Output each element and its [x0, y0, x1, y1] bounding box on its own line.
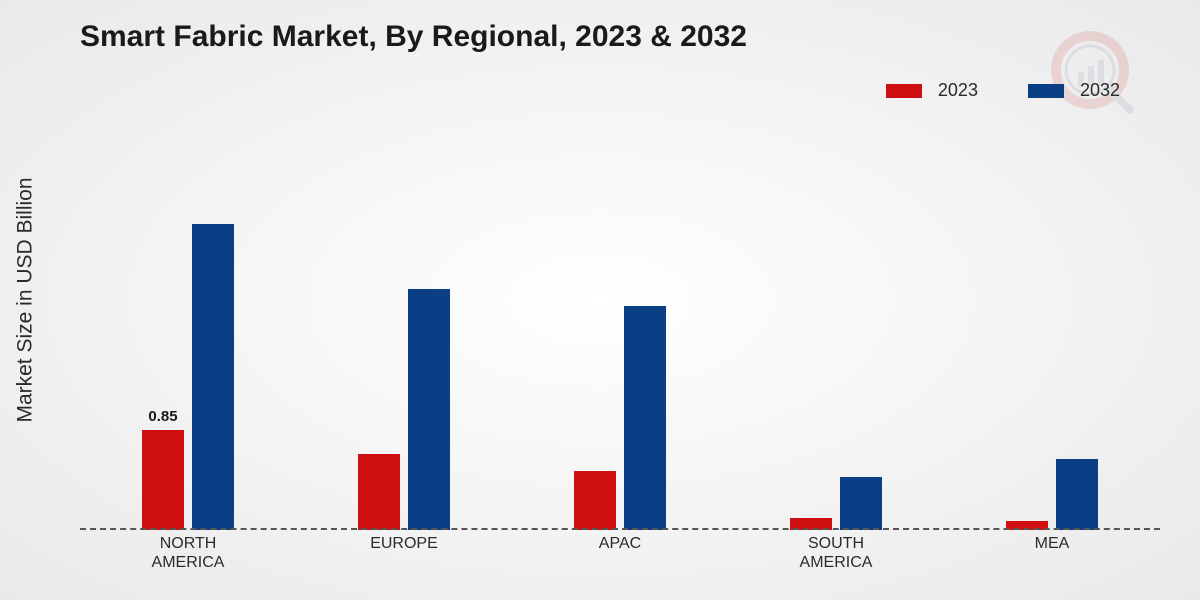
bar-2023 — [358, 454, 400, 530]
bar-groups: 0.85 — [80, 130, 1160, 530]
category-label: EUROPE — [334, 534, 474, 580]
legend: 2023 2032 — [886, 80, 1120, 101]
bar-group — [574, 306, 666, 530]
legend-label-2023: 2023 — [938, 80, 978, 101]
bar-2032 — [840, 477, 882, 530]
bar-2023: 0.85 — [142, 430, 184, 530]
x-axis-baseline — [80, 528, 1160, 530]
bar-2032 — [408, 289, 450, 530]
bar-2032 — [1056, 459, 1098, 530]
category-labels: NORTHAMERICA EUROPE APAC SOUTHAMERICA MEA — [80, 534, 1160, 580]
bar-2032 — [624, 306, 666, 530]
bar-group — [790, 477, 882, 530]
bar-group — [358, 289, 450, 530]
category-label: MEA — [982, 534, 1122, 580]
chart-title: Smart Fabric Market, By Regional, 2023 &… — [80, 20, 747, 54]
plot-area: 0.85 — [80, 130, 1160, 530]
y-axis-label-container: Market Size in USD Billion — [6, 0, 46, 600]
legend-swatch-2032 — [1028, 84, 1064, 98]
legend-item-2023: 2023 — [886, 80, 978, 101]
category-label: APAC — [550, 534, 690, 580]
watermark-logo — [1050, 30, 1140, 125]
bar-2023 — [574, 471, 616, 530]
category-label: NORTHAMERICA — [118, 534, 258, 580]
bar-group — [1006, 459, 1098, 530]
legend-item-2032: 2032 — [1028, 80, 1120, 101]
legend-swatch-2023 — [886, 84, 922, 98]
bar-group: 0.85 — [142, 224, 234, 530]
y-axis-label: Market Size in USD Billion — [14, 177, 38, 422]
bar-2032 — [192, 224, 234, 530]
chart-canvas: Smart Fabric Market, By Regional, 2023 &… — [0, 0, 1200, 600]
bar-value-label: 0.85 — [148, 408, 177, 425]
legend-label-2032: 2032 — [1080, 80, 1120, 101]
category-label: SOUTHAMERICA — [766, 534, 906, 580]
